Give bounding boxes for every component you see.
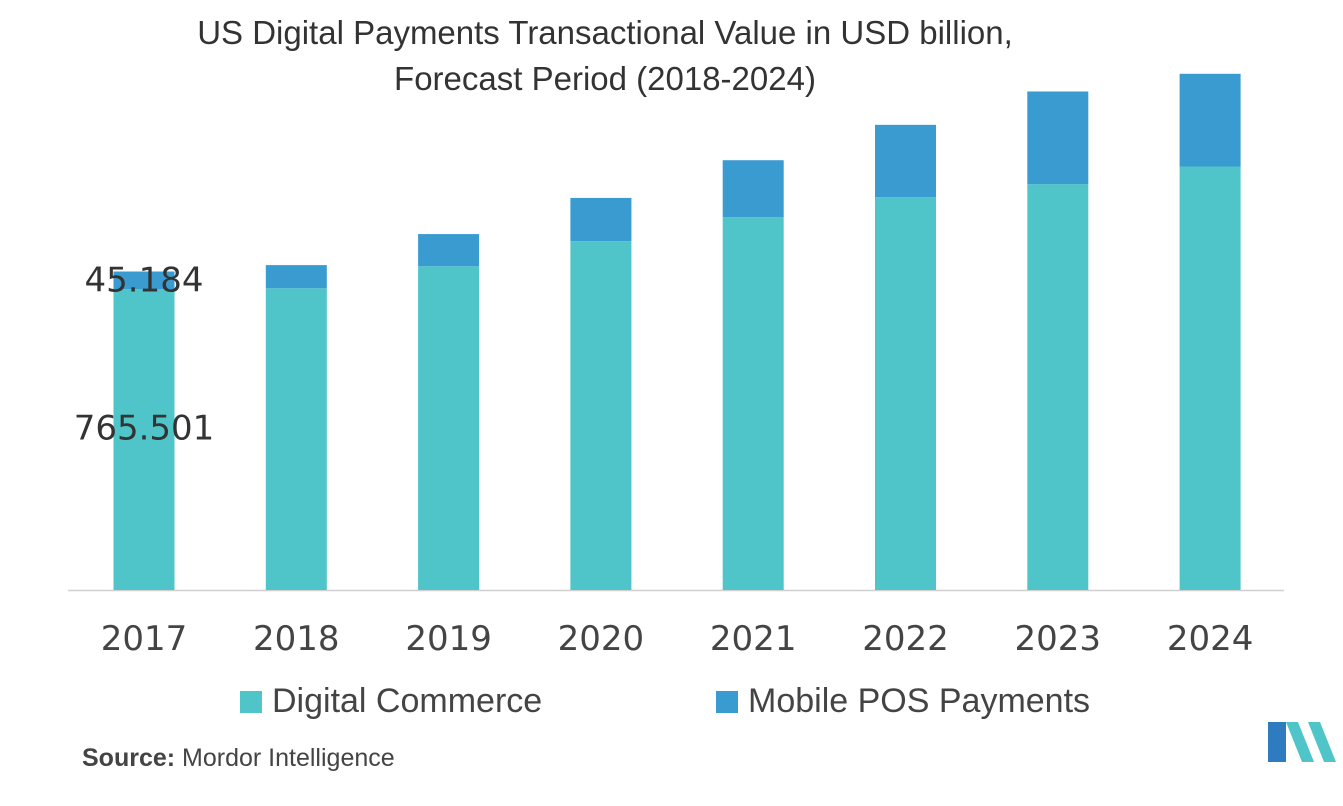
legend-item-digital-commerce: Digital Commerce xyxy=(240,682,542,721)
bar-mobile-pos-payments-2019 xyxy=(418,234,480,267)
bar-digital-commerce-2018 xyxy=(265,288,327,590)
chart-title-line-1: US Digital Payments Transactional Value … xyxy=(197,14,1013,51)
bar-digital-commerce-2024 xyxy=(1179,166,1241,590)
data-label-2017-1: 765.501 xyxy=(74,408,215,448)
bar-mobile-pos-payments-2017 xyxy=(113,271,175,290)
source-text: Mordor Intelligence xyxy=(182,744,395,772)
x-tick-label-2024: 2024 xyxy=(1167,619,1254,659)
mordor-intelligence-logo-icon xyxy=(1268,722,1336,762)
data-label-2017-0: 45.184 xyxy=(85,261,204,301)
x-tick-label-2023: 2023 xyxy=(1015,619,1102,659)
chart-title-line-2: Forecast Period (2018-2024) xyxy=(394,60,816,97)
legend-swatch-mobile-pos-payments xyxy=(716,690,738,713)
bar-mobile-pos-payments-2021 xyxy=(722,160,784,218)
bar-mobile-pos-payments-2018 xyxy=(265,265,327,289)
x-tick-label-2021: 2021 xyxy=(710,619,797,659)
x-tick-label-2020: 2020 xyxy=(558,619,645,659)
bar-digital-commerce-2023 xyxy=(1027,184,1089,590)
x-tick-label-2022: 2022 xyxy=(862,619,949,659)
chart-title: US Digital Payments Transactional Value … xyxy=(0,10,1210,102)
stacked-bar-chart: 2017 2018 2019 2020 2021 2022 2023 2024 45.184 76… xyxy=(68,73,1284,659)
bar-mobile-pos-payments-2024 xyxy=(1179,73,1241,167)
source-note: Source: Mordor Intelligence xyxy=(82,744,395,773)
bar-digital-commerce-2020 xyxy=(570,241,632,590)
x-tick-label-2019: 2019 xyxy=(405,619,492,659)
chart-legend: Digital Commerce Mobile POS Payments xyxy=(0,682,1343,726)
bar-mobile-pos-payments-2023 xyxy=(1027,91,1089,185)
x-tick-label-2018: 2018 xyxy=(253,619,340,659)
bar-digital-commerce-2021 xyxy=(722,217,784,590)
x-tick-label-2017: 2017 xyxy=(101,619,188,659)
legend-label-mobile-pos-payments: Mobile POS Payments xyxy=(748,682,1091,720)
bar-mobile-pos-payments-2020 xyxy=(570,197,632,242)
legend-swatch-digital-commerce xyxy=(240,690,262,713)
bar-mobile-pos-payments-2022 xyxy=(875,124,936,198)
legend-label-digital-commerce: Digital Commerce xyxy=(272,682,543,720)
source-label: Source: xyxy=(82,744,176,772)
bar-digital-commerce-2022 xyxy=(875,197,936,590)
bar-digital-commerce-2019 xyxy=(418,266,480,590)
legend-item-mobile-pos-payments: Mobile POS Payments xyxy=(716,682,1090,721)
bar-digital-commerce-2017 xyxy=(113,289,175,590)
